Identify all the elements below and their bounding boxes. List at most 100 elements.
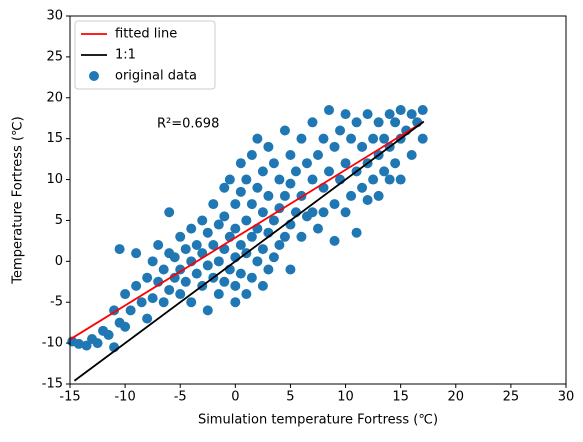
data-point (180, 244, 191, 255)
y-tick-label: 20 (46, 90, 63, 105)
x-tick-label: -15 (59, 390, 80, 405)
data-point (142, 272, 153, 283)
y-tick-label: 25 (46, 49, 63, 64)
data-point (147, 256, 158, 267)
x-tick-label: 0 (231, 390, 239, 405)
data-point (125, 305, 136, 316)
data-point (384, 109, 395, 120)
annotation: R²=0.698 (157, 117, 219, 132)
data-point (81, 340, 92, 351)
y-tick-label: 30 (46, 9, 63, 24)
data-point (202, 260, 213, 271)
data-point (373, 190, 384, 201)
data-point (235, 239, 246, 250)
data-point (219, 182, 230, 193)
legend-box (74, 20, 216, 90)
data-point (103, 329, 114, 340)
data-point (268, 215, 279, 226)
y-tick-label: 15 (46, 131, 63, 146)
data-point (318, 133, 329, 144)
data-point (329, 141, 340, 152)
data-point (235, 268, 246, 279)
data-point (180, 276, 191, 287)
x-tick-label: 5 (286, 390, 294, 405)
data-point (351, 227, 362, 238)
x-tick-label: 30 (558, 390, 575, 405)
data-point (329, 199, 340, 210)
series-line (73, 120, 425, 382)
data-point (169, 272, 180, 283)
data-point (346, 133, 357, 144)
data-point (279, 190, 290, 201)
data-point (362, 195, 373, 205)
data-point (208, 239, 219, 250)
data-point (257, 280, 268, 291)
data-point (340, 158, 351, 169)
data-point (346, 190, 357, 201)
data-point (263, 264, 274, 275)
data-point (158, 264, 169, 275)
data-point (252, 256, 263, 267)
data-point (164, 284, 175, 295)
data-point (362, 109, 373, 120)
data-point (246, 272, 257, 283)
data-point (324, 166, 335, 177)
x-tick-label: 10 (337, 390, 354, 405)
data-point (296, 231, 307, 242)
data-point (307, 117, 318, 128)
x-tick-label: -10 (114, 390, 135, 405)
data-point (274, 239, 285, 250)
data-point (373, 117, 384, 128)
data-point (197, 215, 208, 226)
data-point (252, 182, 263, 193)
data-point (186, 297, 197, 308)
data-point (329, 235, 340, 246)
data-point (73, 338, 84, 349)
data-point (191, 239, 202, 250)
data-point (335, 125, 346, 136)
data-point (357, 182, 368, 193)
data-point (131, 280, 142, 291)
data-point (230, 199, 241, 210)
x-axis-label: Simulation temperature Fortress (℃) (198, 413, 438, 428)
data-point (147, 293, 158, 304)
legend: fitted line 1:1 original data (74, 20, 216, 90)
data-point (191, 268, 202, 279)
data-point (357, 141, 368, 152)
x-tick-label: 15 (392, 390, 409, 405)
y-tick-label: 5 (55, 213, 63, 228)
x-tick-label: 20 (448, 390, 465, 405)
data-point (224, 174, 235, 185)
data-point (241, 174, 252, 185)
data-point (257, 207, 268, 218)
y-axis-label: Temperature Fortress (℃) (11, 116, 26, 284)
data-point (296, 133, 307, 144)
data-point (164, 207, 175, 218)
data-point (290, 166, 301, 177)
legend-label: original data (115, 69, 197, 84)
data-point (406, 150, 417, 161)
data-point (230, 297, 241, 308)
legend-label: 1:1 (115, 48, 136, 63)
data-point (395, 174, 406, 185)
x-tick-label: 25 (503, 390, 520, 405)
y-tick-label: 0 (55, 254, 63, 269)
data-point (213, 256, 224, 267)
data-point (153, 239, 164, 250)
series-line (69, 121, 424, 341)
data-point (202, 305, 213, 316)
data-point (136, 297, 147, 308)
data-point (395, 105, 406, 116)
data-point (285, 264, 296, 275)
data-point (175, 264, 186, 275)
data-point (202, 227, 213, 238)
data-point (257, 166, 268, 177)
y-tick-label: -10 (42, 336, 63, 351)
data-point (219, 276, 230, 287)
data-point (241, 289, 252, 300)
data-point (213, 289, 224, 300)
data-point (279, 231, 290, 242)
data-point (379, 166, 390, 177)
data-point (417, 133, 428, 144)
